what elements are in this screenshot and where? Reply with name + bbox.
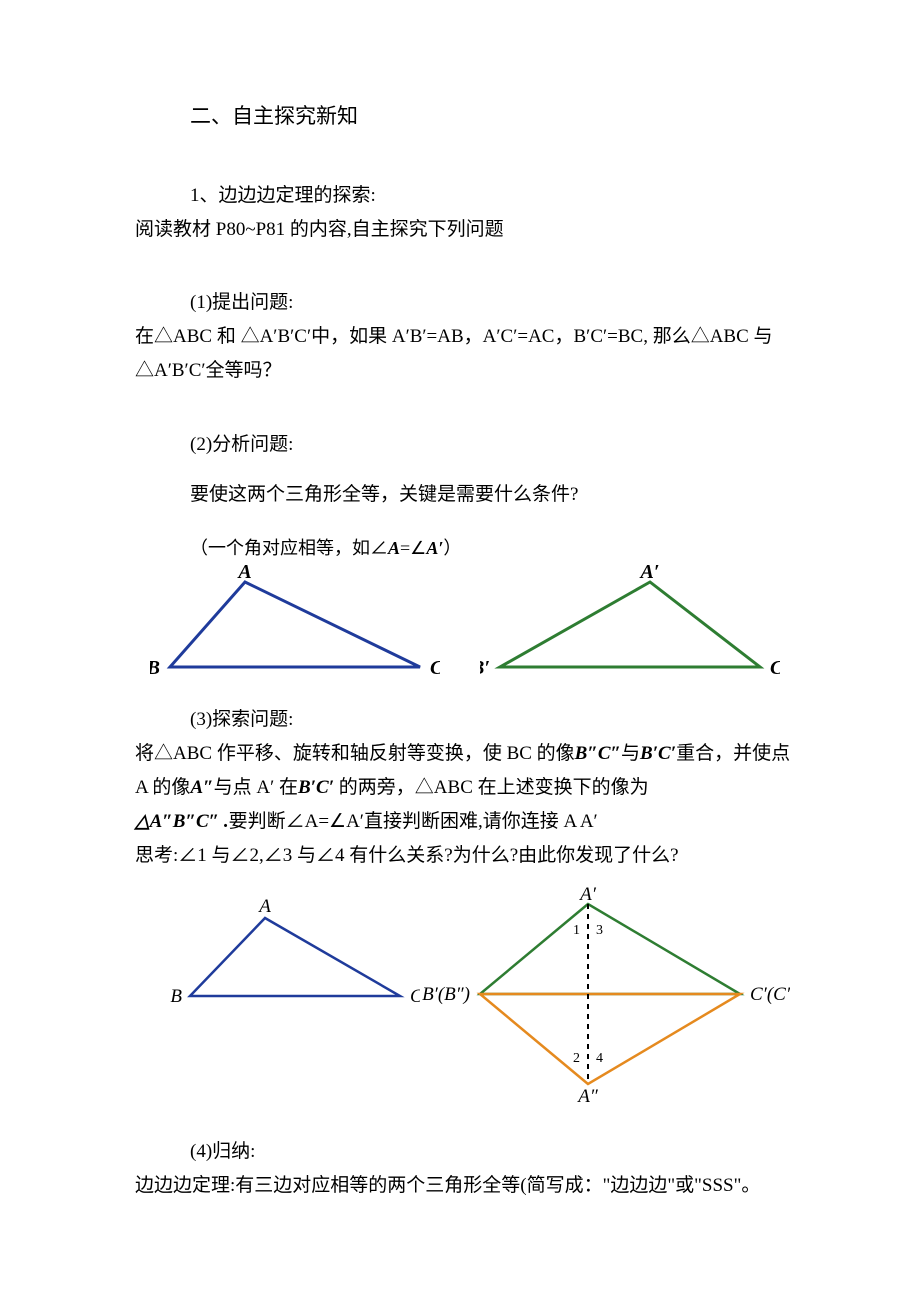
svg-text:1: 1 (573, 923, 580, 938)
q3-bc2: B″C″ (575, 743, 621, 764)
q3-l1a: 将△ABC 作平移、旋转和轴反射等变换，使 BC 的像 (135, 743, 575, 764)
triangle-abc-green: A′ B′ C′ (480, 564, 780, 684)
svg-text:A″: A″ (576, 1086, 599, 1106)
q2-body: 要使这两个三角形全等，关键是需要什么条件? (190, 478, 800, 512)
svg-text:A′: A′ (578, 886, 597, 905)
q3-bc1: B′C′ (640, 743, 676, 764)
figure-row-1: A B C A′ B′ C′ (150, 564, 800, 684)
svg-text:A: A (257, 896, 271, 917)
svg-text:C: C (410, 986, 420, 1007)
q3-l1d: 与点 A′ 在 (214, 777, 298, 798)
svg-text:2: 2 (573, 1051, 580, 1066)
figure-row-2: A B C A′ A″ B′(B″) C′(C″) 1 3 2 4 (170, 886, 800, 1106)
svg-text:A′: A′ (639, 564, 660, 583)
q3-head: (3)探索问题: (190, 704, 800, 731)
q3-l3: 思考:∠1 与∠2,∠3 与∠4 有什么关系?为什么?由此你发现了什么? (135, 845, 679, 866)
q1-body: 在△ABC 和 △A′B′C′中，如果 A′B′=AB，A′C′=AC，B′C′… (135, 320, 800, 388)
hint-a2: A (426, 538, 438, 558)
q3-a2: A″ (190, 777, 213, 798)
item-1-body: 阅读教材 P80~P81 的内容,自主探究下列问题 (135, 213, 800, 247)
q1-head: (1)提出问题: (190, 287, 800, 314)
hint-a: A (388, 538, 400, 558)
q3-l1b: 与 (621, 743, 640, 764)
svg-text:C: C (430, 657, 440, 679)
q2-hint: （一个角对应相等，如∠A=∠A′） (190, 534, 800, 560)
svg-text:B: B (170, 986, 182, 1007)
svg-text:C′(C″): C′(C″) (750, 984, 790, 1005)
triangle-right-combo: A′ A″ B′(B″) C′(C″) 1 3 2 4 (420, 886, 790, 1106)
q4-head: (4)归纳: (190, 1136, 800, 1163)
svg-text:B′: B′ (480, 657, 490, 679)
svg-text:4: 4 (596, 1051, 603, 1066)
svg-text:B′(B″): B′(B″) (422, 984, 470, 1005)
item-1-head: 1、边边边定理的探索: (190, 180, 800, 207)
svg-text:C′: C′ (770, 657, 780, 679)
hint-pre: （一个角对应相等，如∠ (190, 538, 388, 558)
q3-dot: . (219, 811, 229, 832)
triangle-left-blue: A B C (170, 886, 420, 1086)
q3-body: 将△ABC 作平移、旋转和轴反射等变换，使 BC 的像B″C″与B′C′重合，并… (135, 737, 800, 874)
q3-bc1b: B′C′ (298, 777, 334, 798)
hint-eq: =∠ (400, 538, 426, 558)
q4-body: 边边边定理:有三边对应相等的两个三角形全等(简写成："边边边"或"SSS"。 (135, 1169, 800, 1203)
svg-text:B: B (150, 657, 160, 679)
hint-post: ） (443, 538, 461, 558)
svg-text:3: 3 (596, 923, 603, 938)
q3-tri: △A″B″C″ (135, 811, 219, 832)
q3-l1e: 的两旁，△ABC 在上述变换下的像为 (334, 777, 649, 798)
section-heading: 二、自主探究新知 (190, 100, 800, 130)
q2-head: (2)分析问题: (190, 429, 800, 456)
svg-text:A: A (236, 564, 251, 583)
triangle-abc-blue: A B C (150, 564, 440, 684)
q3-l2a: 要判断∠A=∠A′直接判断困难,请你连接 A A′ (229, 811, 598, 832)
